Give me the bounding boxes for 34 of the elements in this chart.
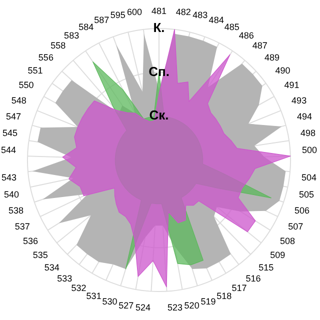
spoke-label: 482 [176, 7, 191, 18]
spoke-label: 484 [208, 14, 224, 25]
spoke-label: 584 [78, 22, 94, 32]
spoke-label: 518 [216, 290, 232, 301]
spoke-label: 548 [11, 95, 26, 106]
spoke-label: 595 [110, 10, 126, 20]
spoke-label: 494 [296, 111, 312, 122]
spoke-label: 485 [224, 22, 240, 32]
spoke-label: 543 [1, 172, 17, 183]
spoke-label: 545 [2, 128, 18, 138]
spoke-label: 550 [18, 80, 34, 90]
spoke-label: 544 [0, 144, 16, 155]
spoke-label: 500 [302, 144, 318, 155]
spoke-label: 498 [300, 128, 316, 138]
spoke-label: 538 [8, 206, 24, 216]
spoke-label: 537 [14, 221, 30, 232]
spoke-label: 483 [192, 10, 208, 20]
spoke-label: 540 [4, 189, 20, 200]
spoke-label: 481 [151, 6, 167, 16]
spoke-label: 527 [118, 300, 134, 311]
spoke-label: 520 [184, 300, 200, 311]
spoke-label: 547 [6, 111, 22, 122]
spoke-label: 506 [294, 206, 310, 216]
spoke-label: 493 [292, 95, 307, 106]
spoke-label: 600 [127, 7, 142, 18]
spoke-label: 523 [167, 302, 183, 313]
spoke-label: 505 [298, 189, 314, 200]
spoke-label: 504 [301, 172, 317, 183]
spoke-label: 524 [135, 302, 151, 313]
spoke-label: 519 [200, 296, 216, 307]
spoke-label: 507 [288, 221, 304, 232]
spoke-label: 587 [94, 14, 110, 25]
spoke-label: 530 [102, 296, 118, 307]
spoke-label: 531 [86, 290, 102, 301]
